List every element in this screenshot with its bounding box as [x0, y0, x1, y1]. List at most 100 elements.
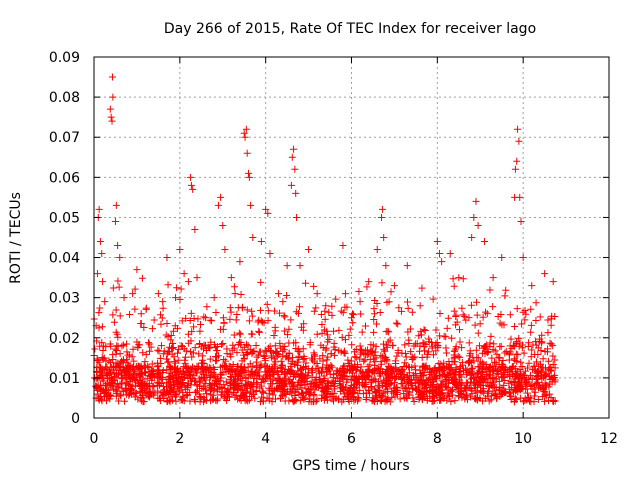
data-point — [116, 254, 124, 262]
noise-point — [501, 349, 509, 357]
noise-point — [531, 381, 539, 389]
noise-point — [259, 397, 267, 405]
noise-point — [242, 374, 250, 382]
noise-point — [200, 398, 208, 406]
noise-point — [505, 379, 513, 387]
noise-point — [404, 388, 412, 396]
noise-point — [442, 344, 450, 352]
noise-point — [515, 373, 523, 381]
noise-point — [110, 318, 118, 326]
noise-point — [472, 346, 480, 354]
noise-point — [405, 369, 413, 377]
noise-point — [144, 339, 152, 347]
noise-point — [437, 365, 445, 373]
noise-point — [407, 348, 415, 356]
noise-point — [482, 308, 490, 316]
noise-point — [226, 350, 234, 358]
noise-point — [349, 310, 357, 318]
noise-point — [507, 335, 515, 343]
noise-point — [325, 335, 333, 343]
noise-point — [148, 325, 156, 333]
noise-point — [519, 398, 527, 406]
noise-point — [308, 373, 316, 381]
data-point — [214, 201, 222, 209]
noise-point — [417, 327, 425, 335]
noise-point — [238, 386, 246, 394]
noise-point — [238, 304, 246, 312]
data-point — [416, 302, 424, 310]
noise-point — [279, 347, 287, 355]
x-tick-label: 8 — [433, 431, 442, 447]
noise-point — [166, 362, 174, 370]
noise-point — [243, 306, 251, 314]
noise-point — [394, 320, 402, 328]
noise-point — [250, 374, 258, 382]
noise-point — [281, 313, 289, 321]
noise-point — [310, 358, 318, 366]
noise-point — [451, 347, 459, 355]
noise-point — [202, 371, 210, 379]
noise-point — [415, 390, 423, 398]
noise-point — [220, 356, 228, 364]
noise-point — [415, 395, 423, 403]
noise-point — [322, 344, 330, 352]
noise-point — [189, 349, 197, 357]
noise-point — [445, 392, 453, 400]
data-point — [356, 298, 364, 306]
noise-point — [219, 340, 227, 348]
noise-point — [371, 361, 379, 369]
data-point — [243, 149, 251, 157]
noise-point — [169, 343, 177, 351]
noise-point — [318, 321, 326, 329]
noise-point — [516, 366, 524, 374]
noise-point — [544, 357, 552, 365]
noise-point — [335, 326, 343, 334]
noise-point — [408, 376, 416, 384]
noise-point — [276, 339, 284, 347]
data-point — [390, 282, 398, 290]
noise-point — [408, 353, 416, 361]
noise-point — [129, 363, 137, 371]
noise-point — [298, 374, 306, 382]
noise-point — [227, 308, 235, 316]
data-point — [433, 238, 441, 246]
noise-point — [474, 329, 482, 337]
noise-point — [235, 329, 243, 337]
noise-point — [324, 331, 332, 339]
noise-point — [110, 370, 118, 378]
noise-point — [302, 363, 310, 371]
dense-data-cloud — [90, 274, 559, 406]
noise-point — [187, 365, 195, 373]
noise-point — [159, 304, 167, 312]
noise-point — [156, 354, 164, 362]
noise-point — [144, 382, 152, 390]
noise-point — [270, 387, 278, 395]
noise-point — [109, 311, 117, 319]
noise-point — [456, 353, 464, 361]
data-point — [202, 314, 210, 322]
noise-point — [190, 323, 198, 331]
data-point — [313, 290, 321, 298]
noise-point — [438, 377, 446, 385]
noise-point — [371, 310, 379, 318]
noise-point — [123, 340, 131, 348]
noise-point — [456, 382, 464, 390]
data-point — [516, 193, 524, 201]
noise-point — [512, 350, 520, 358]
noise-point — [358, 328, 366, 336]
noise-point — [360, 357, 368, 365]
noise-point — [392, 319, 400, 327]
noise-point — [463, 382, 471, 390]
noise-point — [443, 324, 451, 332]
noise-point — [218, 341, 226, 349]
data-point — [515, 137, 523, 145]
noise-point — [177, 396, 185, 404]
noise-point — [483, 371, 491, 379]
noise-point — [195, 340, 203, 348]
noise-point — [495, 377, 503, 385]
data-point — [249, 234, 257, 241]
noise-point — [209, 391, 217, 399]
noise-point — [229, 360, 237, 368]
noise-point — [116, 391, 124, 399]
noise-point — [387, 288, 395, 296]
